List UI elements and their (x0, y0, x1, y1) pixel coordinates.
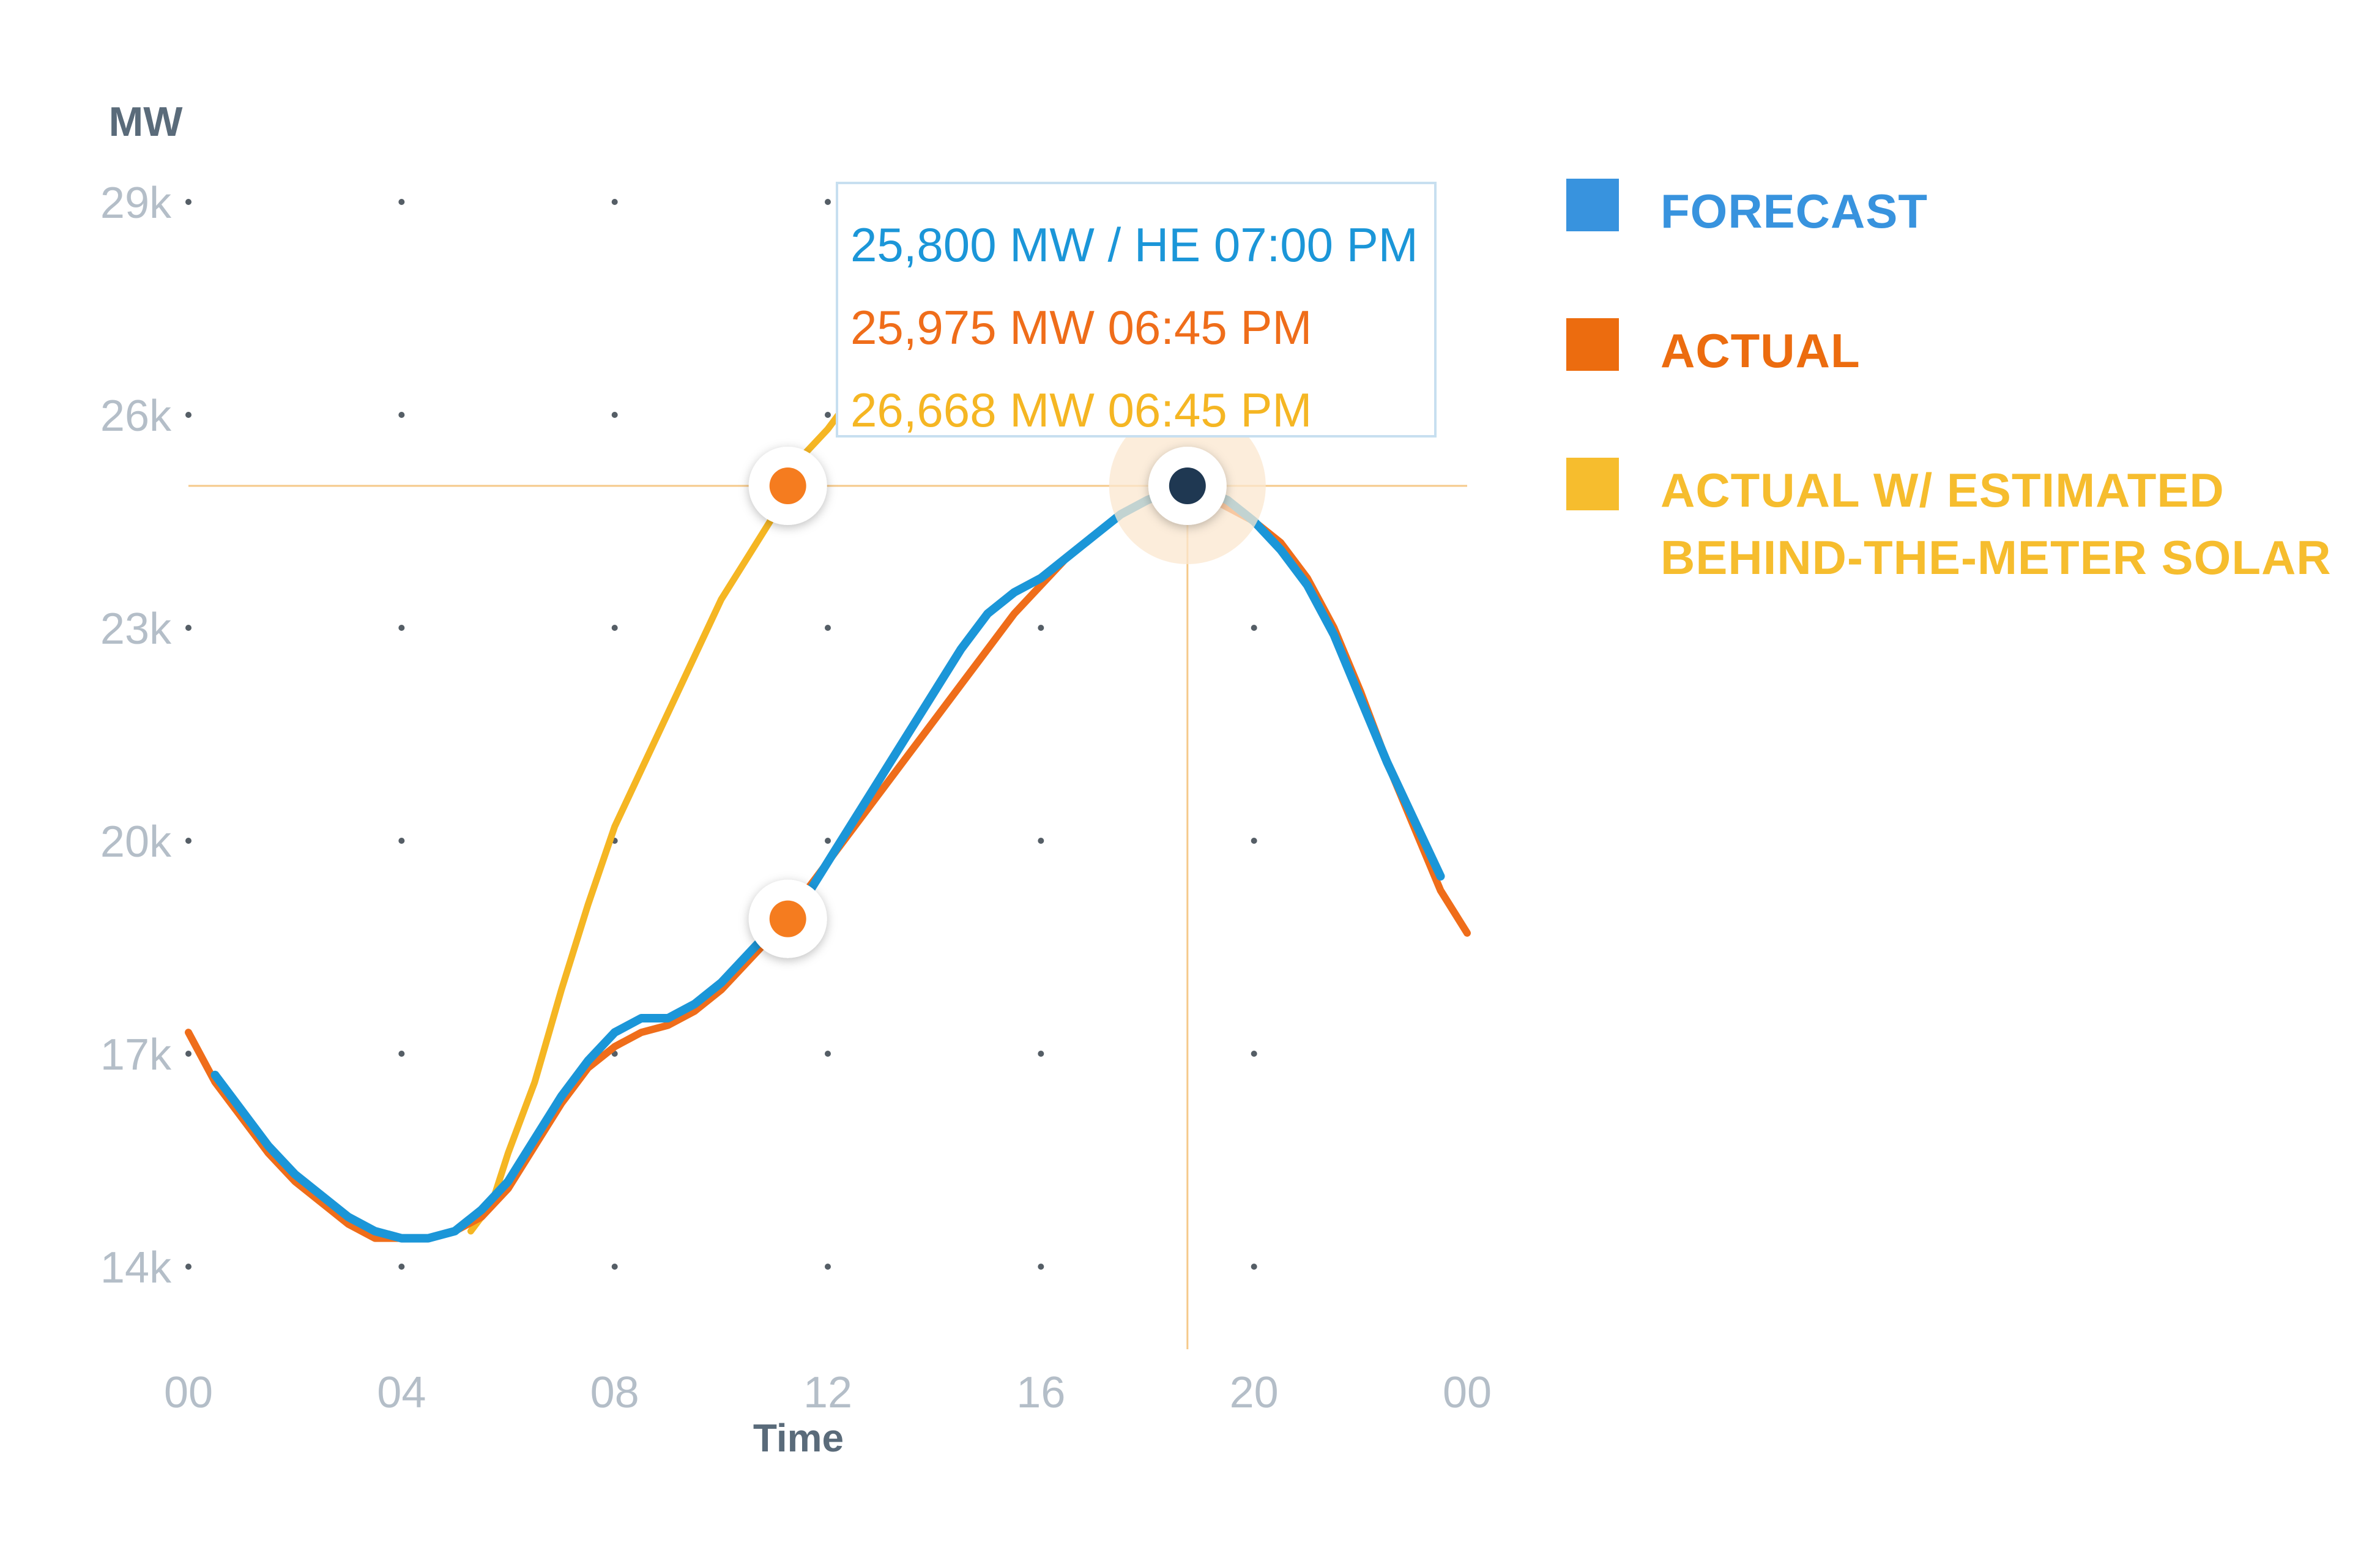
grid-dot (825, 199, 831, 205)
hover-tooltip: 25,800 MW / HE 07:00 PM 25,975 MW 06:45 … (836, 182, 1437, 438)
y-tick-label: 29k (100, 179, 172, 228)
actual-hover-marker[interactable] (769, 900, 806, 937)
x-tick-label: 00 (164, 1368, 213, 1417)
grid-dot (1038, 1051, 1044, 1057)
legend-label-forecast: FORECAST (1660, 184, 1928, 238)
x-tick-label: 00 (1443, 1368, 1492, 1417)
y-tick-label: 20k (100, 818, 172, 866)
grid-dot (825, 1051, 831, 1057)
y-tick-label: 17k (100, 1030, 172, 1079)
grid-dots (185, 199, 1257, 1270)
crosshair (188, 485, 1467, 1349)
grid-dot (1038, 838, 1044, 844)
grid-dot (185, 412, 192, 418)
forecast-hover-marker[interactable] (1169, 467, 1206, 504)
legend-item-solar[interactable]: ACTUAL W/ ESTIMATED BEHIND-THE-METER SOL… (1566, 456, 2362, 591)
y-axis-title: MW (109, 99, 184, 145)
hover-markers[interactable] (748, 408, 1266, 958)
grid-dot (1038, 1264, 1044, 1270)
y-axis-ticks: 14k 17k 20k 23k 26k 29k (100, 179, 172, 1292)
legend-item-actual[interactable]: ACTUAL (1566, 317, 2362, 384)
forecast-line (210, 485, 1445, 1243)
solar-hover-marker[interactable] (769, 467, 806, 504)
grid-dot (185, 1264, 192, 1270)
tooltip-actual-line: 25,975 MW 06:45 PM (850, 300, 1312, 354)
legend-swatch-actual (1566, 318, 1619, 371)
grid-dot (825, 625, 831, 631)
tooltip-solar-line: 26,668 MW 06:45 PM (850, 383, 1312, 437)
grid-dot (611, 412, 618, 418)
legend-swatch-forecast (1566, 179, 1619, 231)
grid-dot (1251, 838, 1257, 844)
series-lines (185, 390, 1471, 1243)
chart-legend: FORECAST ACTUAL ACTUAL W/ ESTIMATED BEHI… (1566, 177, 2362, 663)
x-tick-label: 16 (1016, 1368, 1065, 1417)
legend-item-forecast[interactable]: FORECAST (1566, 177, 2362, 245)
grid-dot (1251, 1264, 1257, 1270)
legend-swatch-solar (1566, 458, 1619, 510)
y-tick-label: 14k (100, 1243, 172, 1292)
tooltip-forecast-line: 25,800 MW / HE 07:00 PM (850, 218, 1418, 272)
grid-dot (825, 838, 831, 844)
grid-dot (185, 199, 192, 205)
y-tick-label: 23k (100, 605, 172, 654)
legend-label-actual: ACTUAL (1660, 324, 1861, 378)
grid-dot (1251, 625, 1257, 631)
grid-dot (611, 199, 618, 205)
grid-dot (1038, 625, 1044, 631)
x-tick-label: 04 (377, 1368, 426, 1417)
grid-dot (825, 412, 831, 418)
grid-dot (611, 625, 618, 631)
grid-dot (185, 838, 192, 844)
x-axis-ticks: 00 04 08 12 16 20 00 (164, 1368, 1492, 1417)
y-tick-label: 26k (100, 392, 172, 441)
grid-dot (1251, 1051, 1257, 1057)
grid-dot (611, 1264, 618, 1270)
legend-label-solar: ACTUAL W/ ESTIMATED BEHIND-THE-METER SOL… (1660, 463, 2332, 584)
grid-dot (398, 1264, 405, 1270)
x-tick-label: 08 (590, 1368, 639, 1417)
grid-dot (398, 1051, 405, 1057)
grid-dot (398, 412, 405, 418)
grid-dot (185, 1051, 192, 1057)
grid-dot (825, 1264, 831, 1270)
grid-dot (398, 625, 405, 631)
grid-dot (398, 838, 405, 844)
grid-dot (398, 199, 405, 205)
x-tick-label: 12 (803, 1368, 852, 1417)
x-tick-label: 20 (1230, 1368, 1279, 1417)
x-axis-title: Time (753, 1416, 844, 1460)
grid-dot (185, 625, 192, 631)
